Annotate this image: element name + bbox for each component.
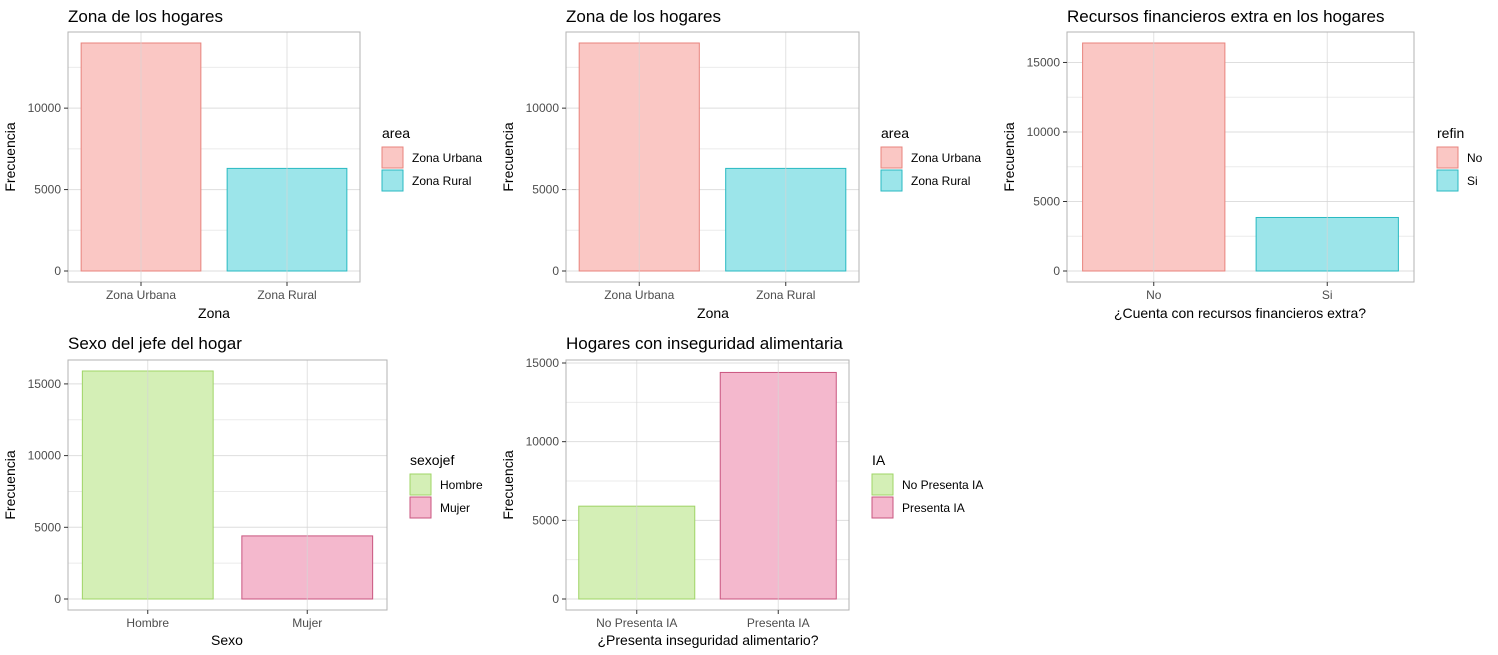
y-axis-title: Frecuencia (500, 122, 516, 191)
y-axis-title: Frecuencia (2, 122, 18, 191)
chart-title: Zona de los hogares (566, 7, 721, 26)
y-axis-title: Frecuencia (1001, 122, 1017, 191)
x-axis-title: ¿Cuenta con recursos financieros extra? (1114, 305, 1366, 321)
panel-border (565, 359, 850, 611)
y-axis-title: Frecuencia (500, 450, 516, 519)
chart-title: Recursos financieros extra en los hogare… (1067, 7, 1385, 26)
x-axis-title: Sexo (211, 632, 243, 648)
legend-key-1 (871, 473, 894, 496)
legend-key-1 (381, 146, 404, 169)
x-axis-title: Zona (697, 305, 729, 321)
y-tick-label: 10000 (1027, 125, 1061, 139)
chart-title: Sexo del jefe del hogar (68, 334, 242, 353)
legend-key-2 (1436, 169, 1459, 192)
legend-key-2 (880, 169, 903, 192)
legend-label-2: Zona Rural (412, 174, 471, 188)
x-tick-label: Si (1322, 288, 1333, 302)
legend-key-2 (381, 169, 404, 192)
x-tick-label: Mujer (292, 616, 322, 630)
legend-key-2 (871, 496, 894, 519)
y-tick-label: 0 (1053, 264, 1060, 278)
x-axis-title: Zona (198, 305, 230, 321)
x-tick-label: No (1146, 288, 1162, 302)
chart-panel-4: Sexo del jefe del hogar 0 5000 10000 15000 Ho… (2, 334, 483, 648)
x-tick-label: Zona Rural (756, 288, 815, 302)
y-tick-label: 15000 (526, 356, 560, 370)
y-tick-label: 10000 (526, 435, 560, 449)
legend-label-2: Si (1467, 174, 1478, 188)
legend-key-2 (409, 496, 432, 519)
x-tick-label: Zona Urbana (604, 288, 674, 302)
x-tick-label: Zona Urbana (106, 288, 176, 302)
legend-title: area (881, 125, 909, 141)
y-tick-label: 10000 (28, 101, 62, 115)
y-tick-label: 0 (552, 264, 559, 278)
y-tick-label: 15000 (28, 377, 62, 391)
y-tick-label: 5000 (34, 183, 61, 197)
y-tick-label: 0 (54, 592, 61, 606)
x-tick-label: Hombre (126, 616, 169, 630)
chart-panel-1: Zona de los hogares 0 5000 10000 Zona Urbana… (2, 7, 482, 321)
legend-label-1: Zona Urbana (911, 151, 981, 165)
y-tick-label: 5000 (1033, 194, 1060, 208)
chart-title: Hogares con inseguridad alimentaria (566, 334, 843, 353)
x-tick-label: Presenta IA (747, 616, 810, 630)
panel-border (1066, 31, 1415, 283)
chart-panel-5: Hogares con inseguridad alimentaria 0 5000… (500, 334, 983, 648)
x-tick-label: No Presenta IA (596, 616, 677, 630)
legend-title: refin (1437, 125, 1464, 141)
legend-label-1: Zona Urbana (412, 151, 482, 165)
legend: IA No Presenta IA Presenta IA (871, 452, 983, 519)
legend-label-2: Zona Rural (911, 174, 970, 188)
legend-key-1 (1436, 146, 1459, 169)
legend-label-1: Hombre (440, 478, 483, 492)
panel-border (565, 31, 860, 283)
y-tick-label: 10000 (526, 101, 560, 115)
y-tick-label: 15000 (1027, 55, 1061, 69)
y-tick-label: 5000 (532, 513, 559, 527)
legend-label-2: Presenta IA (902, 501, 965, 515)
legend-label-2: Mujer (440, 501, 470, 515)
legend-label-1: No Presenta IA (902, 478, 983, 492)
y-tick-label: 0 (552, 592, 559, 606)
panel-border (67, 359, 388, 611)
legend: sexojef Hombre Mujer (409, 452, 483, 519)
legend-key-1 (409, 473, 432, 496)
y-tick-label: 5000 (532, 183, 559, 197)
x-tick-label: Zona Rural (257, 288, 316, 302)
y-tick-label: 5000 (34, 520, 61, 534)
legend-title: sexojef (410, 452, 454, 468)
legend-title: area (382, 125, 410, 141)
chart-panel-3: Recursos financieros extra en los hogare… (1001, 7, 1483, 321)
chart-panel-2: Zona de los hogares 0 5000 10000 Zona Urbana… (500, 7, 981, 321)
legend-label-1: No (1467, 151, 1483, 165)
legend-key-1 (880, 146, 903, 169)
y-tick-label: 10000 (28, 449, 62, 463)
legend-title: IA (872, 452, 886, 468)
chart-title: Zona de los hogares (68, 7, 223, 26)
panel-border (67, 31, 361, 283)
x-axis-title: ¿Presenta inseguridad alimentario? (597, 632, 818, 648)
y-axis-title: Frecuencia (2, 450, 18, 519)
y-tick-label: 0 (54, 264, 61, 278)
